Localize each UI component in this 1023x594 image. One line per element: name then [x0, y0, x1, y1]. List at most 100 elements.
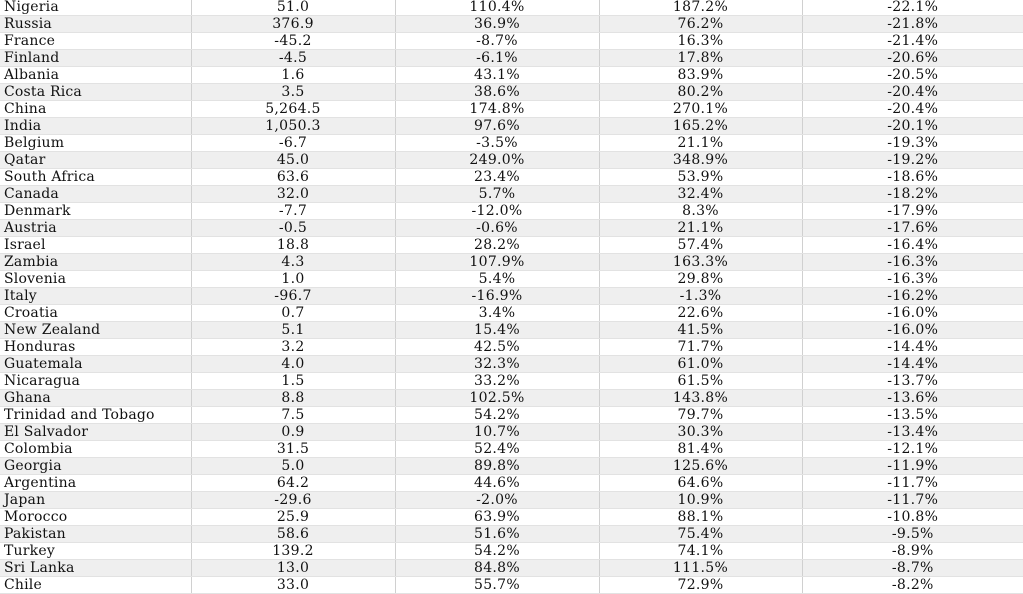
percent-change-cell-2: 74.1%: [598, 542, 802, 560]
table-row: El Salvador 0.9 10.7% 30.3% -13.4%: [0, 423, 1023, 441]
percent-change-cell-3: -8.9%: [801, 542, 1023, 560]
table-row: France -45.2 -8.7% 16.3% -21.4%: [0, 32, 1023, 50]
percent-change-cell-2: 32.4%: [598, 185, 802, 203]
country-cell: Nigeria: [0, 0, 191, 16]
percent-change-cell-1: -12.0%: [394, 202, 599, 220]
country-cell: Morocco: [0, 508, 191, 526]
value-cell: 51.0: [190, 0, 395, 16]
percent-change-cell-3: -12.1%: [801, 440, 1023, 458]
percent-change-cell-1: -2.0%: [394, 491, 599, 509]
percent-change-cell-1: 5.7%: [394, 185, 599, 203]
percent-change-cell-1: 84.8%: [394, 559, 599, 577]
percent-change-cell-1: 54.2%: [394, 406, 599, 424]
percent-change-cell-3: -14.4%: [801, 338, 1023, 356]
table-row: Albania 1.6 43.1% 83.9% -20.5%: [0, 66, 1023, 84]
value-cell: 139.2: [190, 542, 395, 560]
table-row: Canada 32.0 5.7% 32.4% -18.2%: [0, 185, 1023, 203]
country-cell: Sri Lanka: [0, 559, 191, 577]
percent-change-cell-3: -16.3%: [801, 270, 1023, 288]
value-cell: 5.1: [190, 321, 395, 339]
percent-change-cell-2: 22.6%: [598, 304, 802, 322]
percent-change-cell-1: 102.5%: [394, 389, 599, 407]
percent-change-cell-3: -21.4%: [801, 32, 1023, 50]
percent-change-cell-3: -20.6%: [801, 49, 1023, 67]
value-cell: 18.8: [190, 236, 395, 254]
table-row: Zambia 4.3 107.9% 163.3% -16.3%: [0, 253, 1023, 271]
percent-change-cell-2: 79.7%: [598, 406, 802, 424]
percent-change-cell-1: 249.0%: [394, 151, 599, 169]
percent-change-cell-3: -11.7%: [801, 491, 1023, 509]
percent-change-cell-2: 21.1%: [598, 219, 802, 237]
value-cell: 3.5: [190, 83, 395, 101]
table-row: Russia 376.9 36.9% 76.2% -21.8%: [0, 15, 1023, 33]
value-cell: 5.0: [190, 457, 395, 475]
percent-change-cell-3: -13.6%: [801, 389, 1023, 407]
percent-change-cell-2: 165.2%: [598, 117, 802, 135]
percent-change-cell-2: 75.4%: [598, 525, 802, 543]
percent-change-cell-1: -3.5%: [394, 134, 599, 152]
country-cell: China: [0, 100, 191, 118]
value-cell: 0.9: [190, 423, 395, 441]
percent-change-cell-2: 163.3%: [598, 253, 802, 271]
table-row: Qatar 45.0 249.0% 348.9% -19.2%: [0, 151, 1023, 169]
percent-change-cell-2: 17.8%: [598, 49, 802, 67]
percent-change-cell-2: 29.8%: [598, 270, 802, 288]
table-row: Honduras 3.2 42.5% 71.7% -14.4%: [0, 338, 1023, 356]
table-row: Costa Rica 3.5 38.6% 80.2% -20.4%: [0, 83, 1023, 101]
value-cell: 45.0: [190, 151, 395, 169]
country-cell: Italy: [0, 287, 191, 305]
percent-change-cell-2: 143.8%: [598, 389, 802, 407]
percent-change-cell-2: 125.6%: [598, 457, 802, 475]
percent-change-cell-2: 76.2%: [598, 15, 802, 33]
table-row: Pakistan 58.6 51.6% 75.4% -9.5%: [0, 525, 1023, 543]
percent-change-cell-2: 111.5%: [598, 559, 802, 577]
percent-change-cell-1: -6.1%: [394, 49, 599, 67]
country-cell: Qatar: [0, 151, 191, 169]
percent-change-cell-2: 57.4%: [598, 236, 802, 254]
value-cell: 31.5: [190, 440, 395, 458]
percent-change-cell-2: 61.0%: [598, 355, 802, 373]
percent-change-cell-1: 5.4%: [394, 270, 599, 288]
percent-change-cell-3: -19.3%: [801, 134, 1023, 152]
country-cell: Russia: [0, 15, 191, 33]
value-cell: 13.0: [190, 559, 395, 577]
country-cell: Finland: [0, 49, 191, 67]
country-cell: Nicaragua: [0, 372, 191, 390]
percent-change-cell-2: 10.9%: [598, 491, 802, 509]
percent-change-cell-1: 32.3%: [394, 355, 599, 373]
percent-change-cell-1: 10.7%: [394, 423, 599, 441]
percent-change-cell-1: 55.7%: [394, 576, 599, 594]
percent-change-cell-3: -14.4%: [801, 355, 1023, 373]
percent-change-cell-3: -11.9%: [801, 457, 1023, 475]
percent-change-cell-2: 80.2%: [598, 83, 802, 101]
percent-change-cell-2: 187.2%: [598, 0, 802, 16]
country-cell: Argentina: [0, 474, 191, 492]
percent-change-cell-3: -16.4%: [801, 236, 1023, 254]
percent-change-cell-1: 28.2%: [394, 236, 599, 254]
value-cell: -4.5: [190, 49, 395, 67]
value-cell: 63.6: [190, 168, 395, 186]
value-cell: 0.7: [190, 304, 395, 322]
table-row: China 5,264.5 174.8% 270.1% -20.4%: [0, 100, 1023, 118]
percent-change-cell-2: 81.4%: [598, 440, 802, 458]
table-row: Nigeria 51.0 110.4% 187.2% -22.1%: [0, 0, 1023, 16]
percent-change-cell-1: 63.9%: [394, 508, 599, 526]
value-cell: 4.3: [190, 253, 395, 271]
percent-change-cell-3: -16.3%: [801, 253, 1023, 271]
table-row: Belgium -6.7 -3.5% 21.1% -19.3%: [0, 134, 1023, 152]
percent-change-cell-2: 348.9%: [598, 151, 802, 169]
percent-change-cell-3: -8.2%: [801, 576, 1023, 594]
table-row: Guatemala 4.0 32.3% 61.0% -14.4%: [0, 355, 1023, 373]
percent-change-cell-1: -8.7%: [394, 32, 599, 50]
percent-change-cell-1: 174.8%: [394, 100, 599, 118]
percent-change-cell-1: 42.5%: [394, 338, 599, 356]
percent-change-cell-1: 23.4%: [394, 168, 599, 186]
percent-change-cell-1: 36.9%: [394, 15, 599, 33]
percent-change-cell-3: -8.7%: [801, 559, 1023, 577]
percent-change-cell-2: 72.9%: [598, 576, 802, 594]
country-cell: Pakistan: [0, 525, 191, 543]
percent-change-cell-1: 54.2%: [394, 542, 599, 560]
value-cell: -45.2: [190, 32, 395, 50]
percent-change-cell-3: -17.9%: [801, 202, 1023, 220]
